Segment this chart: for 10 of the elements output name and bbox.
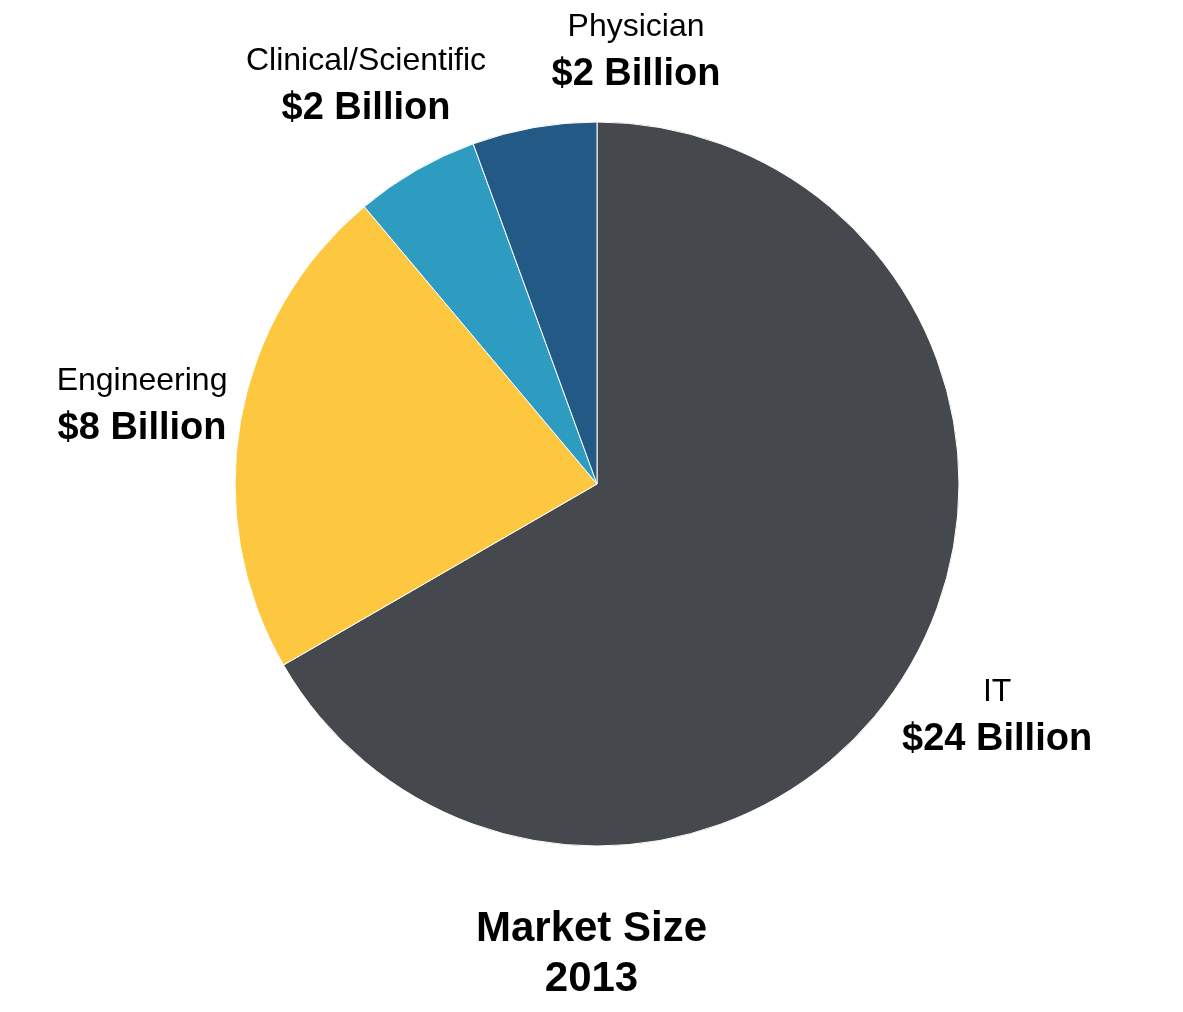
data-label: $8 Billion: [57, 404, 227, 447]
text: Market Size: [475, 903, 708, 950]
slice-label: Engineering: [56, 360, 228, 397]
slice-label: IT: [982, 672, 1012, 708]
text: 2013: [544, 953, 639, 1000]
slice-label: Clinical/Scientific: [245, 40, 487, 77]
slice-label: Physician: [567, 7, 705, 43]
data-label: $2 Billion: [281, 84, 451, 127]
data-label: $2 Billion: [551, 51, 721, 93]
data-label: $24 Billion: [902, 716, 1093, 758]
